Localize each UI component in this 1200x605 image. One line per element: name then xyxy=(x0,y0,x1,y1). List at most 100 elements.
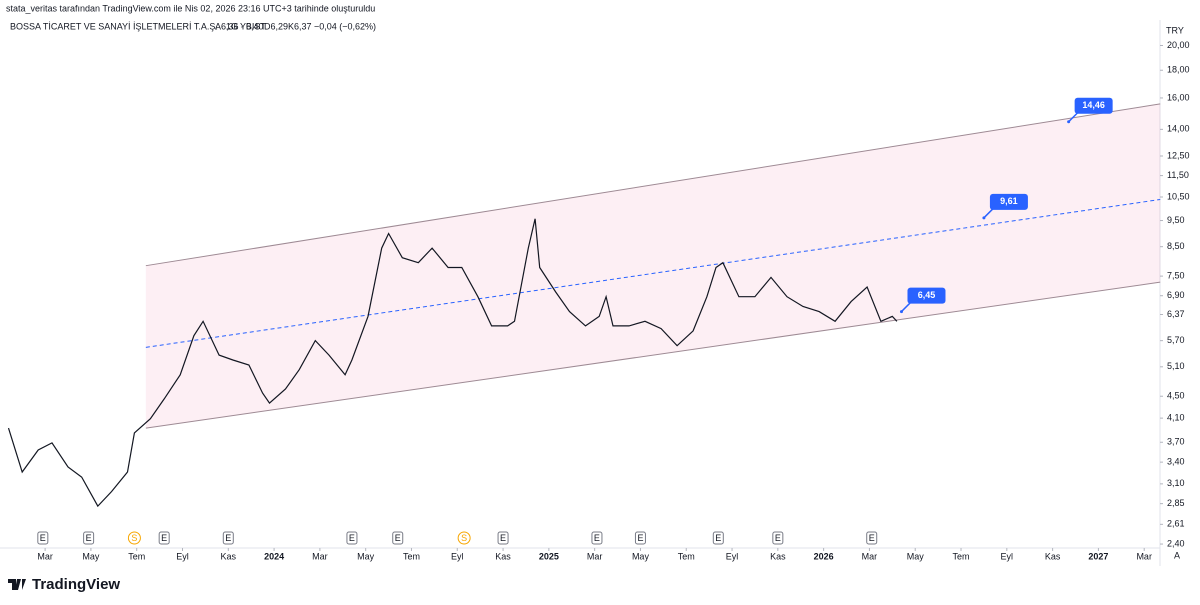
event-label: E xyxy=(869,533,875,543)
event-icon xyxy=(772,531,784,545)
x-tick-label: 2027 xyxy=(1088,551,1108,561)
event-marker[interactable]: E xyxy=(37,531,49,545)
auto-scale[interactable]: A xyxy=(1174,550,1180,560)
event-marker[interactable]: E xyxy=(83,531,95,545)
x-tick-label: May xyxy=(632,551,650,561)
y-tick-label: 2,85 xyxy=(1167,498,1185,508)
event-label: E xyxy=(161,533,167,543)
event-icon xyxy=(127,531,141,545)
channel-fill xyxy=(145,103,1161,429)
event-marker[interactable]: E xyxy=(392,531,404,545)
event-marker[interactable]: E xyxy=(591,531,603,545)
event-icon xyxy=(866,531,878,545)
credit: stata_veritas tarafından TradingView.com… xyxy=(6,3,375,13)
event-icon xyxy=(37,531,49,545)
x-tick-label: Eyl xyxy=(451,551,464,561)
channel-upper xyxy=(145,103,1161,267)
y-tick-label: 12,50 xyxy=(1167,150,1190,160)
y-tick-label: 11,50 xyxy=(1167,170,1189,180)
y-tick-label: 5,10 xyxy=(1167,361,1185,371)
x-tick-label: Mar xyxy=(37,551,53,561)
x-tick-label: Eyl xyxy=(176,551,189,561)
event-icon xyxy=(634,531,646,545)
event-marker[interactable]: S xyxy=(127,531,141,545)
event-icon xyxy=(457,531,471,545)
event-marker[interactable]: E xyxy=(712,531,724,545)
y-tick-label: 5,70 xyxy=(1167,335,1185,345)
low: D6,29 xyxy=(264,21,288,31)
x-tick-label: Tem xyxy=(953,551,970,561)
x-tick-label: Tem xyxy=(678,551,695,561)
event-label: E xyxy=(349,533,355,543)
change: −0,04 (−0,62%) xyxy=(314,21,376,31)
event-label: E xyxy=(40,533,46,543)
x-tick-label: Kas xyxy=(1045,551,1061,561)
x-tick-label: Mar xyxy=(587,551,603,561)
close: K6,37 xyxy=(288,21,312,31)
x-tick-label: Tem xyxy=(128,551,145,561)
event-label: E xyxy=(637,533,643,543)
y-tick-label: 8,50 xyxy=(1167,241,1185,251)
y-tick-label: 6,90 xyxy=(1167,290,1185,300)
logo-icon xyxy=(8,579,26,590)
x-tick-label: Kas xyxy=(770,551,786,561)
x-tick-label: Mar xyxy=(1136,551,1152,561)
y-tick-label: 9,50 xyxy=(1167,215,1185,225)
event-marker[interactable]: E xyxy=(772,531,784,545)
event-marker[interactable]: E xyxy=(222,531,234,545)
x-tick-label: 2025 xyxy=(539,551,559,561)
event-label: E xyxy=(775,533,781,543)
event-icon xyxy=(83,531,95,545)
logo: TradingView xyxy=(8,576,120,593)
event-marker[interactable]: E xyxy=(497,531,509,545)
event-label: E xyxy=(715,533,721,543)
channel-lower xyxy=(145,281,1161,429)
event-icon xyxy=(158,531,170,545)
x-tick-label: Eyl xyxy=(1001,551,1014,561)
y-tick-label: 7,50 xyxy=(1167,270,1185,280)
event-label: S xyxy=(461,533,467,543)
high: Y6,40 xyxy=(240,21,264,31)
event-label: E xyxy=(225,533,231,543)
price-line xyxy=(7,218,898,508)
logo-text: TradingView xyxy=(32,576,120,593)
callout-box xyxy=(989,193,1028,210)
callout-label: 9,61 xyxy=(1000,196,1018,206)
event-label: E xyxy=(594,533,600,543)
x-tick-label: Kas xyxy=(221,551,237,561)
y-tick-label: 16,00 xyxy=(1167,92,1190,102)
event-label: E xyxy=(395,533,401,543)
event-icon xyxy=(392,531,404,545)
x-tick-label: Mar xyxy=(862,551,878,561)
x-tick-label: 2026 xyxy=(814,551,834,561)
x-tick-label: Mar xyxy=(312,551,328,561)
symbol: BOSSA TİCARET VE SANAYİ İŞLETMELERİ T.A.… xyxy=(10,21,266,31)
event-marker[interactable]: S xyxy=(457,531,471,545)
event-icon xyxy=(222,531,234,545)
event-marker[interactable]: E xyxy=(634,531,646,545)
y-tick-label: 2,61 xyxy=(1167,519,1185,529)
y-tick-label: 2,40 xyxy=(1167,538,1185,548)
channel-middle xyxy=(145,198,1161,348)
event-marker[interactable]: E xyxy=(866,531,878,545)
y-tick-label: 14,00 xyxy=(1167,124,1190,134)
event-icon xyxy=(712,531,724,545)
event-marker[interactable]: E xyxy=(158,531,170,545)
currency: TRY xyxy=(1166,25,1184,35)
x-tick-label: May xyxy=(907,551,925,561)
callout-box xyxy=(1074,97,1113,114)
event-marker[interactable]: E xyxy=(346,531,358,545)
y-tick-label: 4,10 xyxy=(1167,412,1185,422)
x-tick-label: Kas xyxy=(495,551,511,561)
callout-box xyxy=(907,287,946,304)
y-tick-label: 10,50 xyxy=(1167,191,1190,201)
callout-label: 14,46 xyxy=(1082,100,1105,110)
y-tick-label: 3,40 xyxy=(1167,457,1185,467)
event-label: E xyxy=(500,533,506,543)
event-icon xyxy=(346,531,358,545)
x-tick-label: Eyl xyxy=(726,551,739,561)
event-label: E xyxy=(86,533,92,543)
y-tick-label: 3,70 xyxy=(1167,437,1185,447)
